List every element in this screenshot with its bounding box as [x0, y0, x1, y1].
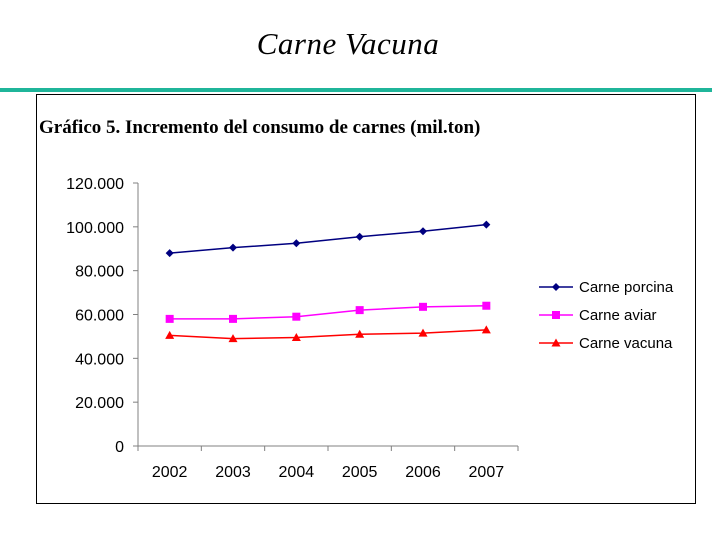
data-point [418, 328, 428, 337]
data-point [228, 334, 238, 343]
data-point [355, 306, 364, 315]
data-point [229, 243, 237, 252]
data-point [419, 302, 427, 311]
series-line [169, 223, 487, 254]
data-point [229, 314, 237, 323]
y-tick-label: 20.000 [75, 395, 124, 412]
legend-item: Carne aviar [539, 307, 657, 324]
x-tick-label: 2004 [279, 464, 315, 481]
chart-title: Gráfico 5. Incremento del consumo de car… [39, 117, 480, 138]
y-tick-label: 80.000 [75, 264, 124, 281]
data-point [355, 232, 364, 241]
y-tick-label: 120.000 [66, 176, 124, 193]
data-point [291, 333, 301, 342]
series-line [169, 304, 487, 320]
y-tick-label: 40.000 [75, 351, 124, 368]
x-tick-label: 2003 [215, 464, 251, 481]
y-tick-label: 0 [115, 439, 124, 456]
series-carne-aviar [165, 301, 491, 323]
data-point [482, 301, 491, 310]
chart-frame: Gráfico 5. Incremento del consumo de car… [36, 94, 696, 504]
x-tick-label: 2006 [405, 464, 441, 481]
slide-title: Carne Vacuna [256, 26, 440, 61]
legend-marker [551, 338, 561, 347]
series-lines [165, 220, 491, 343]
y-tick-label: 60.000 [75, 308, 124, 325]
data-point [292, 312, 301, 321]
legend-label: Carne vacuna [579, 335, 673, 352]
data-point [355, 329, 365, 338]
x-tick-label: 2005 [342, 464, 378, 481]
tick-labels: 0 20.000 40.000 60.000 80.000 100.000 120.000 2… [66, 176, 504, 481]
legend-marker [552, 283, 560, 291]
data-point [292, 239, 301, 248]
legend: Carne porcina Carne aviar Carne vacuna [539, 279, 674, 352]
data-point [165, 330, 175, 339]
series-carne-porcina [165, 220, 491, 258]
data-point [482, 220, 491, 229]
legend-label: Carne porcina [579, 279, 674, 296]
series-carne-vacuna [165, 325, 491, 343]
legend-label: Carne aviar [579, 307, 657, 324]
legend-marker [552, 311, 560, 319]
line-chart: Gráfico 5. Incremento del consumo de car… [39, 117, 674, 481]
legend-item: Carne vacuna [539, 335, 673, 352]
data-point [165, 249, 174, 258]
x-tick-label: 2007 [469, 464, 505, 481]
legend-item: Carne porcina [539, 279, 674, 296]
y-tick-label: 100.000 [66, 220, 124, 237]
axes [133, 182, 519, 451]
series-line [169, 329, 487, 340]
data-point [419, 227, 427, 236]
data-point [165, 314, 174, 323]
title-divider [0, 88, 712, 92]
data-point [481, 325, 491, 334]
x-tick-label: 2002 [152, 464, 188, 481]
